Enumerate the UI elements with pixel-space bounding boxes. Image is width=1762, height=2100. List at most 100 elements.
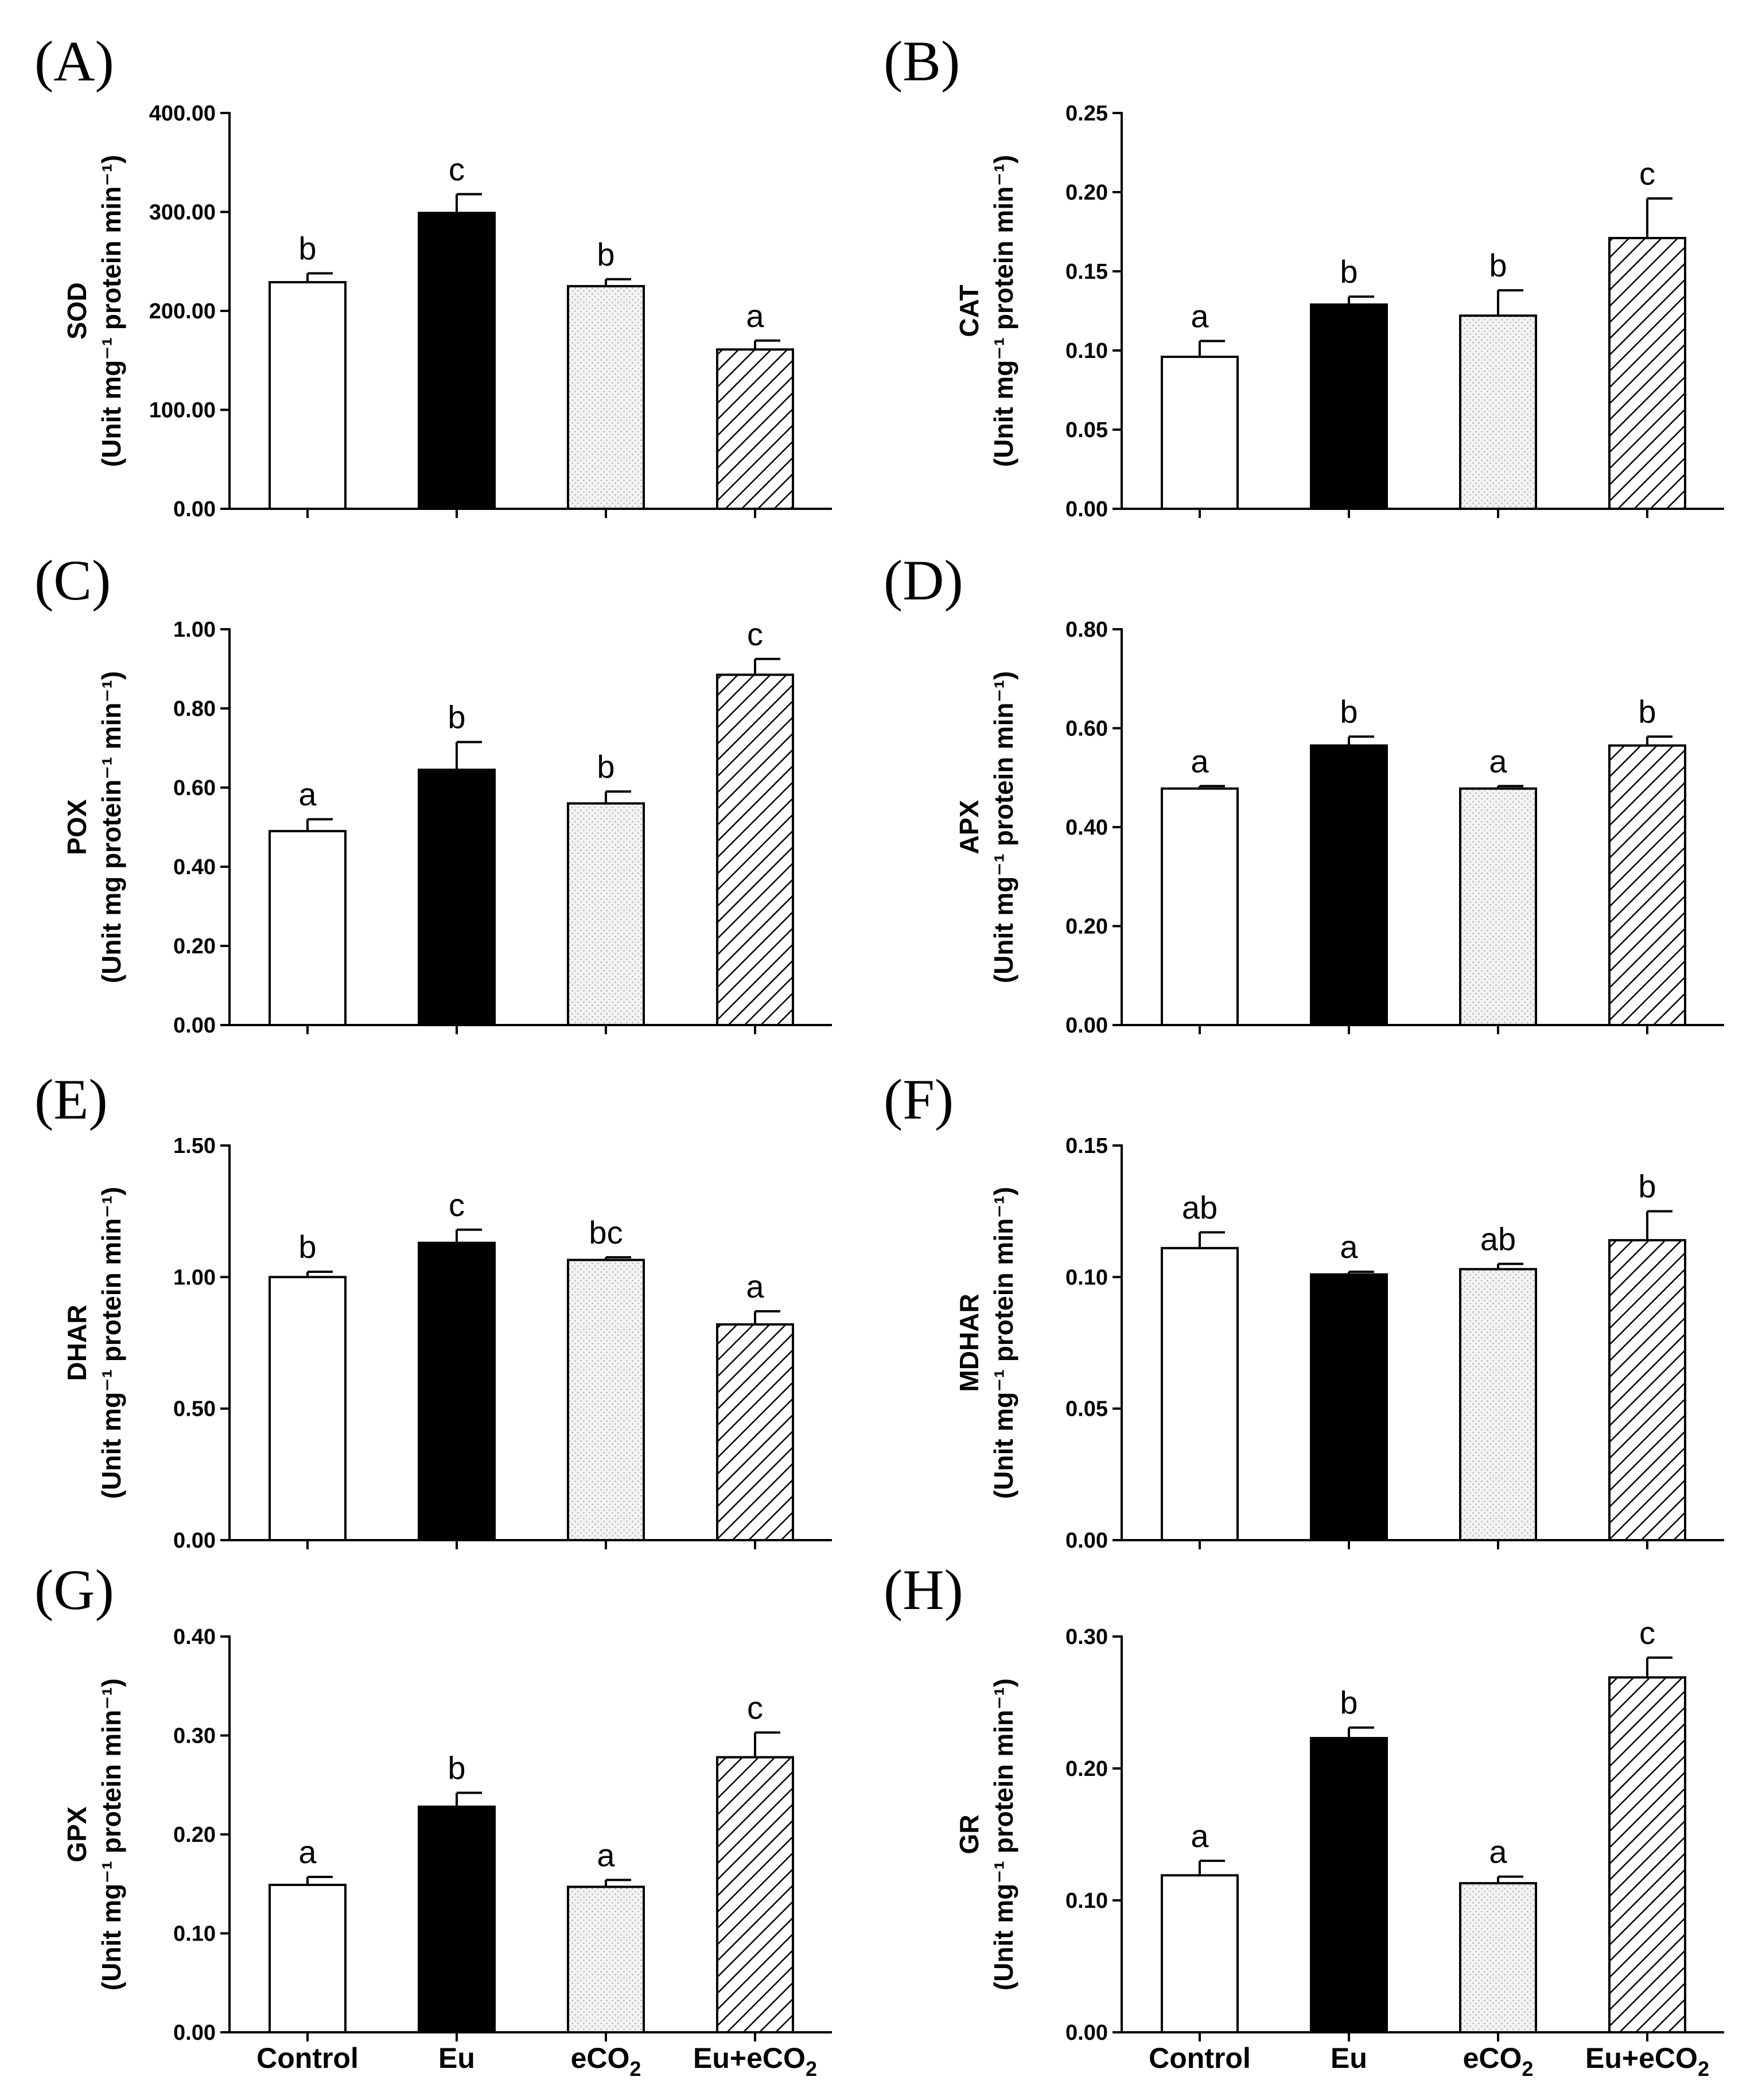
panel-label: (E) (34, 1067, 108, 1131)
y-tick-label: 0.40 (173, 855, 216, 879)
significance-letter: a (1191, 743, 1209, 779)
y-tick-label: 0.10 (1065, 339, 1108, 363)
y-axis-unit: (Unit mg⁻¹ protein min⁻¹) (96, 155, 126, 467)
bar-solid-black (418, 1805, 496, 2033)
significance-letter: c (449, 1187, 465, 1223)
y-axis-unit: (Unit mg⁻¹ protein min⁻¹) (96, 1187, 126, 1499)
significance-letter: a (1489, 1834, 1507, 1870)
panel-pox: (C) 0.00 0.20 0.40 0.60 0.80 1.00 POX (Unit mg p… (34, 548, 832, 1038)
panel-label: (C) (34, 548, 111, 612)
panel-label: (H) (884, 1558, 963, 1622)
bar-fine-dots (1459, 314, 1537, 511)
bar-open (269, 1883, 347, 2034)
y-axis-unit: (Unit mg⁻¹ protein min⁻¹) (989, 1187, 1018, 1499)
bar-open (269, 1276, 347, 1541)
bar-fine-dots (567, 285, 645, 510)
significance-letter: bc (589, 1214, 623, 1250)
y-axis-unit: (Unit mg protein⁻¹ min⁻¹) (96, 671, 126, 983)
y-tick-label: 0.50 (173, 1397, 216, 1421)
y-axis-name: SOD (62, 282, 92, 340)
significance-letter: a (746, 1268, 764, 1304)
x-category-label: Control (256, 2042, 359, 2074)
significance-letter: b (448, 1750, 465, 1786)
significance-letter: b (1340, 254, 1358, 290)
significance-letter: b (597, 749, 614, 785)
bar-open (1161, 1874, 1239, 2034)
y-axis-unit: (Unit mg⁻¹ protein min⁻¹) (989, 671, 1018, 983)
panel-label: (G) (34, 1558, 114, 1622)
bar-solid-black (1310, 744, 1388, 1026)
x-category-label: Control (1149, 2042, 1251, 2074)
significance-letter: b (298, 1229, 316, 1265)
significance-letter: a (298, 1834, 317, 1870)
y-axis-name: MDHAR (954, 1293, 984, 1392)
significance-letter: c (449, 151, 465, 187)
x-category-label: Eu (1331, 2042, 1367, 2074)
y-tick-label: 0.15 (1065, 1134, 1108, 1158)
bar-open (1161, 356, 1239, 510)
y-tick-label: 0.10 (173, 1922, 216, 1946)
y-tick-label: 0.20 (1065, 915, 1108, 939)
significance-letter: c (747, 616, 763, 652)
bar-open (1161, 1246, 1239, 1541)
panel-apx: (D) 0.00 0.20 0.40 0.60 0.80 APX (Unit mg⁻¹ pro… (884, 548, 1724, 1038)
bar-diagonal-hatch (716, 673, 794, 1026)
y-axis-unit: (Unit mg⁻¹ protein min⁻¹) (989, 155, 1018, 467)
significance-letter: a (1191, 298, 1209, 334)
y-tick-label: 0.80 (1065, 618, 1108, 642)
bar-fine-dots (567, 1259, 645, 1542)
y-axis-name: GPX (62, 1806, 92, 1862)
significance-letter: b (1638, 1168, 1656, 1205)
significance-letter: c (1639, 1615, 1655, 1651)
bar-fine-dots (1459, 787, 1537, 1026)
panel-gpx: (G) 0.00 0.10 0.20 0.30 0.40 GPX (Unit mg⁻¹ pro… (34, 1558, 832, 2080)
panel-cat: (B) 0.00 0.05 0.10 0.15 0.20 0.25 CAT (Unit mg⁻¹… (884, 29, 1724, 521)
panel-dhar: (E) 0.00 0.50 1.00 1.50 DHAR (Unit mg⁻¹ protei… (34, 1067, 832, 1553)
y-tick-label: 200.00 (149, 299, 216, 324)
y-axis-name: POX (62, 799, 92, 855)
bar-fine-dots (1459, 1882, 1537, 2034)
significance-letter: a (1191, 1818, 1209, 1854)
panel-label: (D) (884, 548, 963, 612)
y-tick-label: 0.60 (1065, 717, 1108, 741)
y-tick-label: 1.00 (173, 1265, 216, 1289)
y-tick-label: 1.00 (173, 618, 216, 642)
bar-fine-dots (567, 1885, 645, 2034)
y-tick-label: 0.20 (173, 1823, 216, 1847)
significance-letter: b (1489, 247, 1507, 283)
y-tick-label: 0.00 (1065, 497, 1108, 521)
significance-letter: b (1340, 1685, 1358, 1721)
y-tick-label: 0.00 (173, 2021, 216, 2045)
significance-letter: ab (1182, 1189, 1218, 1225)
y-axis-name: GR (954, 1815, 984, 1854)
y-tick-label: 0.25 (1065, 102, 1108, 126)
bar-diagonal-hatch (1608, 744, 1686, 1026)
x-category-label: eCO2 (1463, 2042, 1534, 2080)
x-category-label: Eu (438, 2042, 475, 2074)
significance-letter: b (597, 236, 614, 272)
y-axis-unit: (Unit mg⁻¹ protein min⁻¹) (989, 1678, 1018, 1990)
y-tick-label: 0.15 (1065, 260, 1108, 284)
bar-diagonal-hatch (1608, 1239, 1686, 1542)
bar-fine-dots (567, 802, 645, 1026)
y-tick-label: 0.20 (173, 934, 216, 959)
panel-label: (B) (884, 29, 960, 93)
y-axis-name: CAT (954, 285, 984, 337)
y-tick-label: 400.00 (149, 102, 216, 126)
y-tick-label: 0.00 (173, 1014, 216, 1038)
bar-open (269, 829, 347, 1027)
y-axis-name: DHAR (62, 1305, 92, 1381)
bar-diagonal-hatch (716, 348, 794, 511)
y-tick-label: 0.00 (1065, 1014, 1108, 1038)
y-tick-label: 0.00 (173, 1529, 216, 1553)
significance-letter: ab (1480, 1221, 1516, 1257)
significance-letter: a (597, 1837, 615, 1873)
bar-open (1161, 787, 1239, 1026)
significance-letter: b (1638, 693, 1656, 730)
y-tick-label: 0.80 (173, 697, 216, 721)
bar-diagonal-hatch (716, 1323, 794, 1541)
panel-label: (A) (34, 29, 114, 93)
significance-letter: a (1489, 743, 1507, 779)
significance-letter: b (448, 699, 465, 735)
